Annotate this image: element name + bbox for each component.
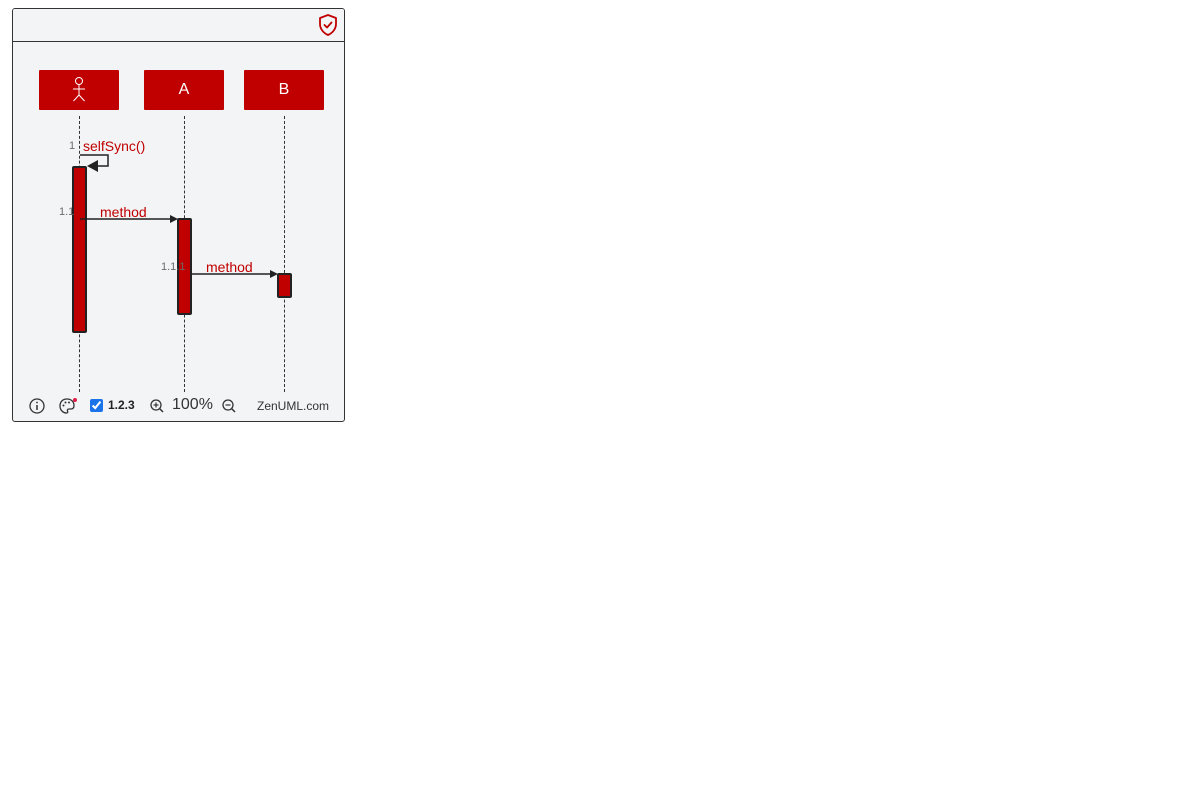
activation-b bbox=[277, 273, 292, 298]
zoom-out-icon[interactable] bbox=[220, 397, 238, 415]
sequence-diagram-frame: A B 1 selfSync() 1.1 method 1.1.1 method bbox=[12, 8, 345, 422]
shield-check-icon[interactable] bbox=[316, 13, 340, 37]
message-number: 1 bbox=[69, 140, 76, 152]
lifeline-b bbox=[284, 116, 285, 392]
message-label-selfsync[interactable]: selfSync() bbox=[83, 138, 146, 154]
message-label-method-nested[interactable]: method bbox=[206, 259, 253, 275]
message-arrows bbox=[80, 154, 278, 278]
participant-b-label: B bbox=[278, 81, 290, 98]
zoom-in-icon[interactable] bbox=[148, 397, 166, 415]
zoom-level: 100% bbox=[172, 396, 213, 413]
numbering-toggle[interactable] bbox=[90, 399, 103, 412]
message-1-1-arrowhead bbox=[170, 215, 178, 223]
participant-actor[interactable] bbox=[39, 70, 119, 110]
info-icon[interactable] bbox=[28, 397, 46, 415]
self-message-arrowhead bbox=[87, 160, 98, 172]
message-1-1-1-arrowhead bbox=[270, 270, 278, 278]
activation-actor bbox=[72, 166, 87, 333]
self-message-arrow-line bbox=[80, 154, 109, 167]
diagram-title-bar bbox=[13, 9, 344, 42]
diagram-canvas: A B 1 selfSync() 1.1 method 1.1.1 method bbox=[13, 42, 344, 392]
message-label-method[interactable]: method bbox=[100, 204, 147, 220]
participant-b[interactable]: B bbox=[244, 70, 324, 110]
stick-figure-icon bbox=[73, 77, 85, 102]
participant-a-label: A bbox=[178, 81, 190, 98]
palette-icon[interactable] bbox=[58, 397, 76, 415]
message-number: 1.1.1 bbox=[161, 261, 186, 273]
participant-a[interactable]: A bbox=[144, 70, 224, 110]
numbering-label: 1.2.3 bbox=[108, 398, 135, 412]
notification-dot bbox=[73, 398, 77, 402]
activation-a bbox=[177, 218, 192, 315]
brand-link[interactable]: ZenUML.com bbox=[257, 399, 330, 413]
message-number: 1.1 bbox=[59, 206, 75, 218]
diagram-footer: 1.2.3 100% ZenUML.com bbox=[13, 393, 344, 421]
